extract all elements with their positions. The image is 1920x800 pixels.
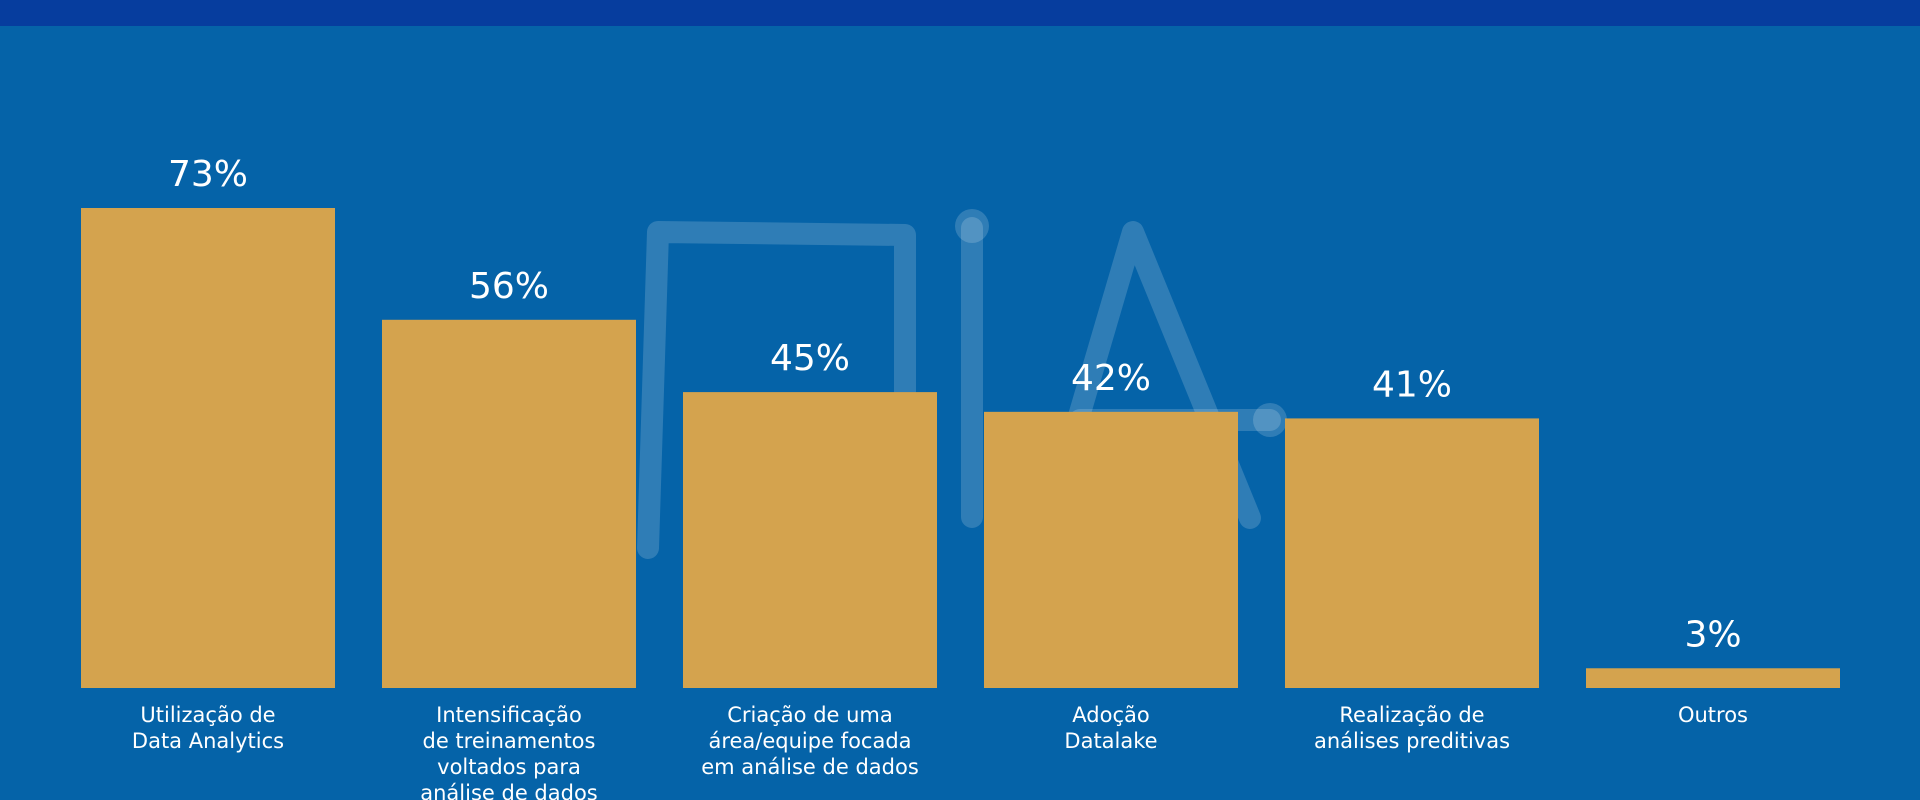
category-label-line: área/equipe focada	[708, 729, 911, 753]
category-label-line: análise de dados	[420, 781, 598, 800]
category-label-line: Datalake	[1064, 729, 1157, 753]
category-label-line: análises preditivas	[1314, 729, 1510, 753]
category-label-line: Data Analytics	[132, 729, 284, 753]
category-label-line: de treinamentos	[423, 729, 596, 753]
category-label-line: Adoção	[1072, 703, 1149, 727]
bar-4	[984, 411, 1238, 688]
category-label-line: Realização de	[1339, 703, 1484, 727]
top-band	[0, 0, 1920, 26]
bar-6	[1586, 668, 1840, 688]
category-labels-layer: Utilização de Data Analytics Intensificaçã…	[132, 703, 1748, 800]
value-label-6: 3%	[1684, 614, 1741, 655]
bar-5	[1285, 418, 1539, 688]
category-label-2: Intensificação de treinamentos voltados pa…	[420, 703, 598, 800]
value-label-3: 45%	[770, 338, 850, 379]
category-label-1: Utilização de Data Analytics	[132, 703, 284, 753]
category-label-5: Realização de análises preditivas	[1314, 703, 1510, 753]
category-label-line: Intensificação	[436, 703, 582, 727]
category-label-4: Adoção Datalake	[1064, 703, 1157, 753]
category-label-line: em análise de dados	[701, 755, 919, 779]
category-label-line: Utilização de	[140, 703, 275, 727]
bars-layer	[81, 208, 1840, 688]
category-label-line: Criação de uma	[727, 703, 893, 727]
bar-3	[683, 392, 937, 688]
value-label-4: 42%	[1071, 358, 1151, 399]
value-labels-layer: 73% 56% 45% 42% 41% 3%	[168, 154, 1742, 655]
category-label-3: Criação de uma área/equipe focada em análi…	[701, 703, 919, 779]
value-label-2: 56%	[469, 266, 549, 307]
value-label-1: 73%	[168, 154, 248, 195]
value-label-5: 41%	[1372, 364, 1452, 405]
bar-2	[382, 319, 636, 688]
category-label-line: voltados para	[437, 755, 581, 779]
bar-1	[81, 208, 335, 688]
category-label-line: Outros	[1678, 703, 1748, 727]
category-label-6: Outros	[1678, 703, 1748, 727]
